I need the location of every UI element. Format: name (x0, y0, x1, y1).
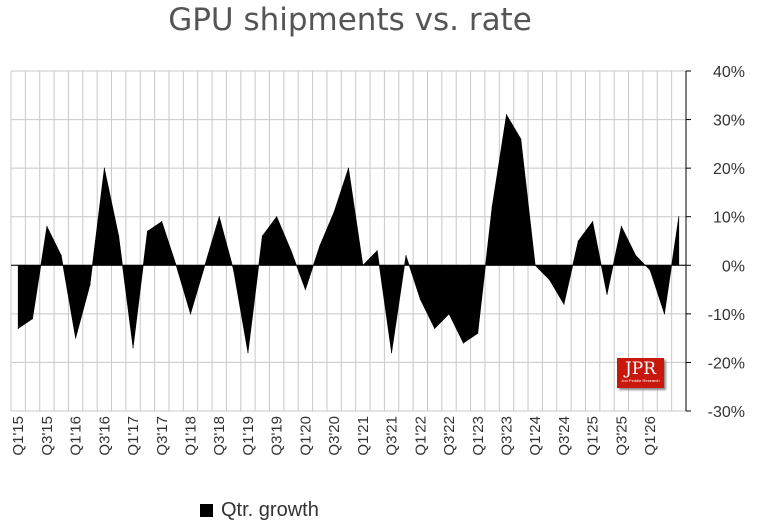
data-point (606, 293, 608, 295)
data-point (405, 255, 407, 257)
data-point (491, 206, 493, 208)
data-point (620, 225, 622, 227)
x-tick-label: Q3'22 (441, 416, 458, 456)
x-axis-ticks: Q1'15 Q3'15 Q1'16 Q3'16 Q1'17 Q3'17 Q1'18 Q3'18… (10, 416, 659, 456)
data-point (261, 235, 263, 237)
x-tick-label: Q1'20 (297, 416, 314, 456)
y-tick-label: 0% (722, 258, 745, 275)
y-tick-label: 40% (713, 64, 745, 81)
series-area (17, 113, 680, 354)
data-point (563, 303, 565, 305)
x-tick-label: Q1'16 (68, 416, 85, 456)
data-point (132, 347, 134, 349)
y-tick-label: 10% (713, 210, 745, 227)
x-tick-label: Q1'15 (10, 416, 27, 456)
data-point (319, 245, 321, 247)
x-tick-label: Q1'23 (470, 416, 487, 456)
y-tick-label: 30% (713, 113, 745, 130)
data-point (462, 342, 464, 344)
x-tick-label: Q3'25 (613, 416, 630, 456)
data-point (161, 221, 163, 223)
x-tick-label: Q3'21 (384, 416, 401, 456)
data-point (592, 221, 594, 223)
legend-label: Qtr. growth (221, 499, 319, 521)
data-point (103, 167, 105, 169)
data-point (17, 327, 19, 329)
data-point (118, 235, 120, 237)
data-point (505, 114, 507, 116)
data-point (146, 230, 148, 232)
data-point (434, 327, 436, 329)
x-tick-label: Q1'19 (240, 416, 257, 456)
data-point (477, 332, 479, 334)
data-point (649, 269, 651, 271)
qtr-growth-area (17, 113, 680, 353)
x-tick-label: Q3'24 (556, 416, 573, 456)
data-point (290, 250, 292, 252)
x-tick-label: Q1'25 (585, 416, 602, 456)
data-point (348, 167, 349, 169)
logo-subtext: Jon Peddie Research (621, 378, 660, 383)
data-point (391, 352, 393, 354)
x-tick-label: Q1'22 (412, 416, 429, 456)
data-point (333, 211, 335, 213)
grid (10, 70, 687, 412)
data-point (89, 284, 91, 286)
data-point (46, 225, 48, 227)
data-point (304, 289, 306, 291)
y-axis-ticks: 40% 30% 20% 10% 0% -10% -20% -30% (686, 64, 745, 421)
data-point (276, 216, 278, 218)
data-point (32, 318, 34, 320)
data-point (233, 269, 235, 271)
x-tick-label: Q1'26 (642, 416, 659, 456)
x-tick-label: Q3'17 (154, 416, 171, 456)
y-tick-label: -20% (708, 355, 745, 372)
data-point (247, 352, 249, 354)
x-tick-label: Q3'20 (326, 416, 343, 456)
chart-title: GPU shipments vs. rate (168, 2, 532, 38)
logo-text: JPR (624, 359, 657, 379)
data-point (577, 240, 579, 242)
data-point (376, 250, 378, 252)
y-tick-label: 20% (713, 161, 745, 178)
x-tick-label: Q3'23 (498, 416, 515, 456)
axes (11, 71, 687, 411)
x-tick-label: Q3'15 (39, 416, 56, 456)
data-point (60, 255, 62, 257)
data-point (419, 298, 421, 300)
x-tick-label: Q3'16 (96, 416, 113, 456)
data-point (663, 313, 665, 315)
x-tick-label: Q1'18 (183, 416, 200, 456)
legend: Qtr. growth (200, 499, 319, 522)
x-tick-label: Q1'21 (355, 416, 372, 456)
data-point (520, 138, 522, 140)
data-point (190, 313, 192, 315)
y-tick-label: -30% (708, 404, 745, 421)
data-point (218, 216, 220, 218)
data-point (549, 279, 551, 281)
data-point (635, 255, 637, 257)
data-point (75, 337, 77, 339)
x-tick-label: Q1'17 (125, 416, 142, 456)
jpr-logo: JPR Jon Peddie Research (617, 358, 664, 388)
y-tick-label: -10% (708, 307, 745, 324)
legend-swatch (200, 504, 213, 517)
data-point (448, 313, 450, 315)
x-tick-label: Q1'24 (527, 416, 544, 456)
x-tick-label: Q3'19 (269, 416, 286, 456)
x-tick-label: Q3'18 (211, 416, 228, 456)
data-point (678, 216, 680, 218)
